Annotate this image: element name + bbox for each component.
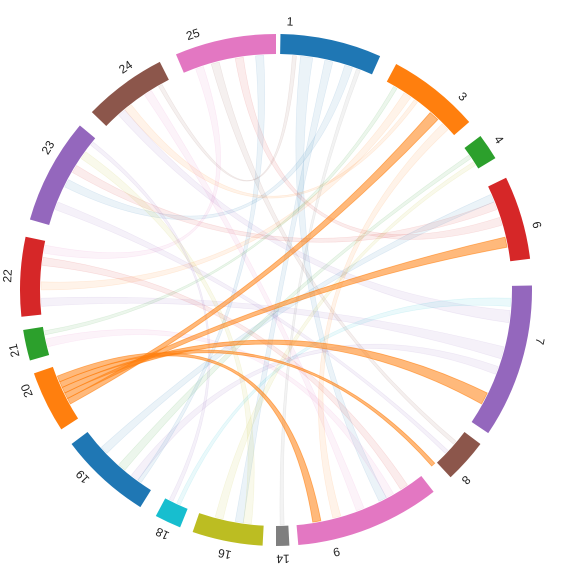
- group-labels-layer: 1 3 4 6 7 8 9 14 16 18 19 20 21 22 23 24 25: [0, 14, 547, 566]
- group-label-23: 23: [39, 138, 58, 157]
- faint-ribbons-layer: [40, 55, 512, 526]
- group-arc-7[interactable]: [471, 285, 532, 434]
- group-arc-8[interactable]: [436, 432, 481, 478]
- group-label-18: 18: [153, 524, 171, 542]
- ribbon-3-9: [318, 123, 449, 519]
- group-arc-3[interactable]: [386, 63, 470, 136]
- group-label-24: 24: [116, 57, 135, 76]
- group-arc-9[interactable]: [296, 475, 434, 546]
- ribbon-1-16: [234, 59, 334, 524]
- group-label-19: 19: [73, 467, 93, 487]
- group-label-4: 4: [491, 133, 507, 147]
- group-arc-21[interactable]: [23, 326, 50, 361]
- group-arc-18[interactable]: [155, 498, 188, 528]
- group-label-21: 21: [6, 342, 23, 358]
- group-label-20: 20: [18, 382, 36, 400]
- group-label-1: 1: [286, 14, 294, 28]
- ribbon-8-25: [210, 61, 457, 445]
- group-arc-19[interactable]: [71, 432, 151, 508]
- group-arc-4[interactable]: [464, 135, 496, 169]
- ribbon-9-24: [144, 90, 365, 512]
- group-arc-23[interactable]: [29, 125, 96, 225]
- ribbon-16-23: [80, 151, 255, 525]
- group-arc-20[interactable]: [33, 366, 79, 430]
- highlighted-ribbon-20-9[interactable]: [56, 352, 322, 523]
- ribbon-16-4: [214, 161, 476, 520]
- group-arc-25[interactable]: [175, 34, 276, 73]
- ribbon-19-6: [100, 194, 495, 454]
- group-arc-24[interactable]: [91, 61, 169, 127]
- ribbon-1-23: [64, 64, 353, 220]
- ribbon-3-24: [124, 99, 418, 199]
- ribbon-7-24: [118, 109, 511, 324]
- ribbon-14-1: [279, 68, 361, 526]
- group-arc-14[interactable]: [276, 525, 290, 546]
- group-label-9: 9: [331, 544, 341, 559]
- group-label-7: 7: [532, 337, 547, 347]
- group-arc-16[interactable]: [192, 513, 264, 546]
- ribbon-21-3: [44, 86, 398, 336]
- ribbon-6-23: [72, 165, 498, 243]
- group-label-6: 6: [529, 220, 544, 230]
- ribbon-24-1: [158, 55, 297, 182]
- ribbon-3-22: [40, 92, 412, 291]
- ribbon-22-9: [41, 256, 408, 490]
- group-label-22: 22: [0, 269, 15, 283]
- ribbon-25-22: [43, 66, 221, 259]
- group-arc-6[interactable]: [488, 177, 531, 262]
- group-label-14: 14: [276, 552, 290, 566]
- group-arc-1[interactable]: [280, 34, 381, 75]
- group-label-16: 16: [217, 546, 233, 562]
- ribbon-23-18: [90, 141, 211, 502]
- group-arcs-layer: [19, 34, 532, 546]
- ribbon-18-7: [176, 297, 512, 506]
- ribbon-6-25: [234, 56, 503, 240]
- ribbon-9-21: [45, 329, 394, 498]
- ribbon-19-25: [137, 55, 266, 483]
- group-arc-22[interactable]: [19, 236, 46, 317]
- group-label-25: 25: [184, 26, 201, 44]
- ribbon-4-19: [118, 154, 472, 471]
- group-label-8: 8: [459, 473, 474, 488]
- ribbon-23-8: [54, 201, 449, 454]
- group-label-3: 3: [455, 89, 470, 104]
- highlighted-ribbons-layer: [56, 112, 508, 523]
